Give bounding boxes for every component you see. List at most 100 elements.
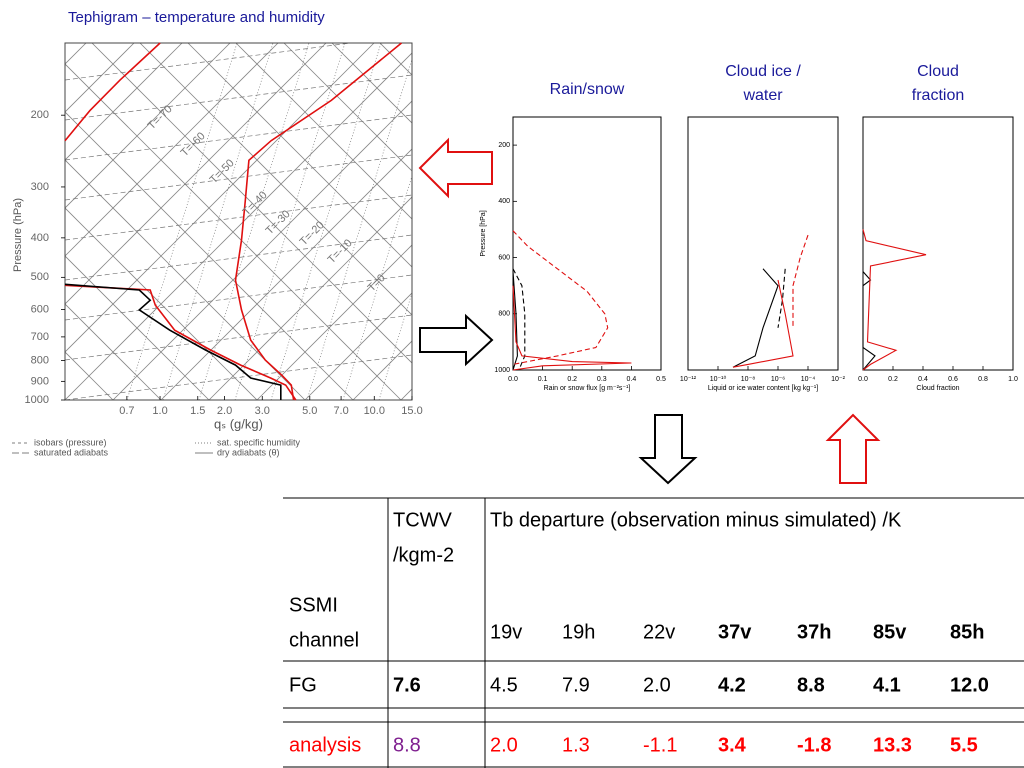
plot-frame (64, 42, 413, 401)
dry-adiabat-line (65, 63, 402, 400)
isotherm-line (65, 52, 412, 400)
profile-line (64, 42, 297, 401)
profile-line (512, 230, 609, 365)
channel-label: 37v (718, 621, 752, 643)
isotherm-label: T=-30 (264, 208, 293, 237)
plot-frame (687, 116, 839, 371)
x-tick-label: 0.4 (627, 376, 637, 383)
x-tick-label: 10⁻¹² (680, 376, 697, 383)
isobar-line (65, 194, 412, 241)
y-tick-label: 800 (498, 311, 510, 318)
isotherm-line (641, 0, 1024, 400)
y-axis-label: Pressure [hPa] (480, 210, 487, 256)
humidity-line (198, 43, 310, 400)
dry-adiabat-line (235, 43, 412, 220)
y-tick-label: 600 (498, 254, 510, 261)
table-cell: 2.0 (490, 734, 518, 756)
channel-label: 22v (643, 621, 675, 643)
isotherm-line (449, 0, 869, 400)
channel-label: 19v (490, 621, 522, 643)
isobar-line (65, 234, 412, 281)
humidity-line (342, 174, 412, 400)
table-cell: 3.4 (718, 734, 747, 756)
tephigram-grid (65, 0, 1024, 400)
isotherm-label: T=-50 (208, 157, 237, 186)
profile-line (862, 229, 927, 371)
isotherm-line (593, 0, 1013, 400)
isotherm-line (65, 43, 183, 161)
table-header: TCWV (393, 509, 453, 531)
dry-adiabat-line (139, 43, 412, 316)
table-cell: -1.8 (797, 734, 831, 756)
x-axis-label: Cloud fraction (916, 385, 959, 392)
isobar-line (65, 274, 412, 321)
x-tick-label: 0.4 (918, 376, 928, 383)
x-tick-label: 10⁻² (831, 376, 845, 383)
y-tick-label: 1000 (494, 367, 510, 374)
isotherm-line (545, 0, 965, 400)
isotherm-line (737, 0, 1024, 400)
plot-frame (512, 116, 662, 371)
table-cell: 4.1 (873, 674, 901, 696)
profile-line (234, 42, 403, 401)
dry-adiabat-line (65, 255, 210, 400)
y-tick-label: 800 (31, 354, 49, 366)
profile-line (64, 283, 282, 400)
x-tick-label: 10⁻¹⁰ (710, 375, 727, 383)
profile-line (732, 268, 779, 368)
profile-line (512, 271, 518, 371)
isotherm-line (65, 43, 87, 65)
chart-title: fraction (912, 87, 964, 104)
arrow-left (418, 137, 493, 199)
row-label: channel (289, 629, 359, 651)
x-tick-label: 7.0 (333, 405, 348, 417)
dry-adiabat-line (187, 43, 412, 268)
table-cell: -1.1 (643, 734, 677, 756)
x-tick-label: 0.0 (858, 376, 868, 383)
arrow-up (825, 413, 881, 484)
profile-line (512, 285, 632, 371)
dry-adiabat-line (65, 159, 306, 400)
isotherm-line (65, 43, 327, 305)
isotherm-line (112, 100, 412, 400)
table-cell: 8.8 (393, 734, 421, 756)
x-axis-label: qₛ (g/kg) (214, 416, 263, 431)
chart-title: Cloud ice / (725, 63, 801, 80)
profile-line (862, 271, 876, 371)
isotherm-line (65, 43, 231, 209)
y-tick-label: 200 (31, 109, 49, 121)
x-tick-label: 1.5 (190, 405, 205, 417)
table-cell: 7.6 (393, 674, 421, 696)
arrow-down (638, 414, 698, 485)
y-tick-label: 300 (31, 181, 49, 193)
isobar-line (65, 154, 412, 201)
legend-label: dry adiabats (θ) (217, 447, 280, 457)
dry-adiabat-line (65, 303, 162, 400)
arrow-right (419, 313, 494, 367)
legend-label: sat. specific humidity (217, 437, 301, 447)
humidity-line (270, 43, 382, 400)
x-tick-label: 10⁻⁴ (801, 376, 816, 383)
isotherm-label: T=0 (366, 272, 388, 294)
x-tick-label: 15.0 (401, 405, 422, 417)
isobar-line (65, 114, 412, 161)
profile-line (732, 279, 794, 368)
humidity-line (162, 43, 274, 400)
y-tick-label: 400 (498, 198, 510, 205)
table-cell: 4.2 (718, 674, 746, 696)
x-tick-label: 0.6 (948, 376, 958, 383)
x-tick-label: 10.0 (364, 405, 385, 417)
dry-adiabat-line (379, 43, 412, 76)
row-label: analysis (289, 734, 361, 756)
table-header: /kgm-2 (393, 544, 454, 566)
x-tick-label: 3.0 (255, 405, 270, 417)
chart-title: Tephigram – temperature and humidity (68, 9, 325, 26)
isotherm-line (256, 244, 412, 400)
x-tick-label: 10⁻⁸ (741, 376, 755, 383)
isobar-line (65, 74, 412, 121)
y-axis-label: Pressure (hPa) (12, 198, 24, 272)
profile-line (777, 268, 786, 328)
channel-label: 85v (873, 621, 907, 643)
